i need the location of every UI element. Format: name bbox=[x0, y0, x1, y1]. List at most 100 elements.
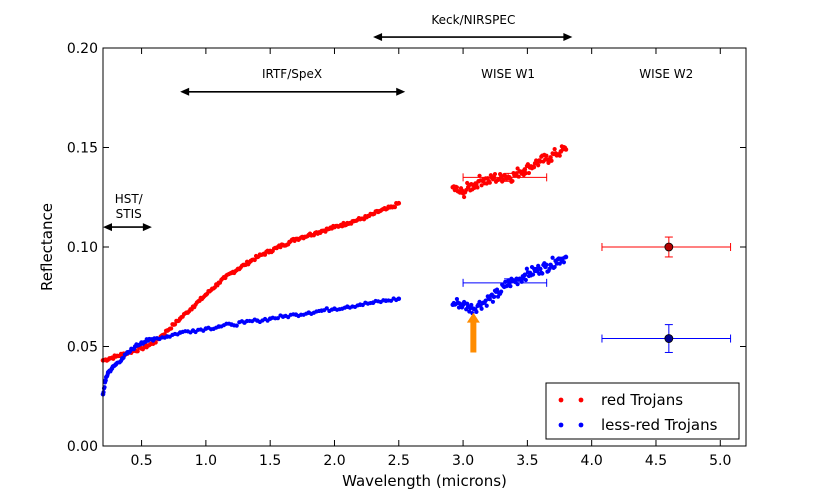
y-tick-label: 0.00 bbox=[67, 439, 98, 455]
data-point-red-fill bbox=[510, 178, 515, 184]
data-point-red-fill bbox=[135, 349, 140, 354]
annotation-label-keck-nirspec: Keck/NIRSPEC bbox=[431, 13, 515, 27]
data-point-red-fill bbox=[549, 158, 554, 163]
data-point-blue-fill bbox=[469, 302, 474, 308]
data-point-red-fill bbox=[392, 205, 398, 210]
range-arrowhead-left-irtf-spex bbox=[180, 87, 190, 96]
error-bars-layer bbox=[462, 172, 732, 353]
data-point-red-fill bbox=[462, 194, 467, 200]
range-arrowhead-right-hst-stis bbox=[142, 223, 152, 232]
data-layer bbox=[100, 144, 569, 397]
annotation-label-hst-stis: HST/ bbox=[115, 192, 144, 206]
legend-label-less-red-trojans: less-red Trojans bbox=[601, 416, 718, 434]
data-point-blue-fill bbox=[499, 289, 504, 294]
data-point-blue bbox=[396, 296, 402, 302]
data-point-red-fill bbox=[523, 171, 528, 176]
data-point-red-fill bbox=[172, 322, 178, 327]
data-point-red-fill bbox=[479, 183, 484, 188]
data-point-red-fill bbox=[516, 174, 521, 179]
annotation-label-irtf-spex: IRTF/SpeX bbox=[262, 67, 322, 81]
data-point-blue-fill bbox=[479, 306, 484, 311]
x-tick-label: 2.0 bbox=[323, 453, 345, 469]
data-point-red bbox=[548, 155, 553, 160]
data-point-red bbox=[563, 147, 569, 152]
y-axis-label: Reflectance bbox=[38, 203, 56, 291]
data-point-blue-fill bbox=[508, 283, 513, 289]
data-point-red-fill bbox=[252, 257, 257, 263]
legend-label-red-trojans: red Trojans bbox=[601, 391, 683, 409]
data-point-red-fill bbox=[557, 153, 562, 158]
data-point-red-fill bbox=[544, 153, 549, 158]
range-arrowhead-right-irtf-spex bbox=[396, 87, 406, 96]
legend-marker-blue-2 bbox=[578, 422, 584, 428]
data-point-blue-fill bbox=[550, 255, 555, 260]
data-point-blue bbox=[537, 266, 543, 272]
legend-marker-red-2 bbox=[578, 397, 584, 403]
data-point-blue bbox=[563, 254, 569, 260]
data-point-blue bbox=[491, 294, 497, 300]
data-point-blue bbox=[103, 378, 108, 383]
data-point-blue-fill bbox=[530, 272, 536, 277]
data-point-blue-fill bbox=[101, 390, 106, 395]
data-point-blue-fill bbox=[554, 261, 559, 266]
y-tick-label: 0.20 bbox=[67, 41, 98, 57]
data-point-blue-fill bbox=[552, 264, 557, 270]
data-point-blue-fill bbox=[544, 262, 549, 267]
data-point-blue bbox=[522, 272, 528, 278]
data-point-blue-fill bbox=[487, 297, 492, 302]
data-point-red-fill bbox=[536, 163, 541, 168]
data-point-blue-fill bbox=[275, 316, 280, 321]
data-point-red-fill bbox=[526, 170, 532, 176]
data-point-blue-fill bbox=[524, 266, 529, 271]
y-tick-label: 0.05 bbox=[67, 340, 98, 356]
data-point-blue-fill bbox=[561, 260, 567, 265]
x-tick-label: 1.0 bbox=[195, 453, 217, 469]
data-point-red-fill bbox=[552, 146, 557, 152]
data-point-blue-fill bbox=[523, 277, 528, 283]
x-tick-label: 3.5 bbox=[516, 453, 538, 469]
x-tick-label: 5.0 bbox=[709, 453, 731, 469]
errorbar-marker-blue-w2 bbox=[664, 334, 674, 343]
data-point-red bbox=[522, 167, 528, 172]
data-point-red-fill bbox=[487, 180, 492, 185]
data-point-red bbox=[537, 159, 543, 164]
data-point-blue-fill bbox=[467, 309, 472, 314]
data-point-blue-fill bbox=[454, 296, 460, 302]
data-point-blue-fill bbox=[121, 355, 126, 360]
x-tick-label: 1.5 bbox=[259, 453, 281, 469]
data-point-red-fill bbox=[169, 326, 174, 331]
x-tick-label: 4.0 bbox=[581, 453, 603, 469]
annotations-layer: HST/STIS IRTF/SpeX Keck/NIRSPEC WISE W1 WISE… bbox=[103, 13, 693, 353]
data-point-blue-fill bbox=[484, 303, 489, 308]
data-point-blue-fill bbox=[234, 323, 239, 328]
data-point-blue-fill bbox=[474, 309, 479, 314]
data-point-red-fill bbox=[454, 185, 460, 190]
orange-arrow-marker bbox=[466, 312, 480, 353]
x-tick-label: 2.5 bbox=[388, 453, 410, 469]
data-point-blue-fill bbox=[324, 306, 329, 311]
x-tick-label: 3.0 bbox=[452, 453, 474, 469]
errorbar-marker-red-w2 bbox=[664, 242, 674, 252]
annotation-label-wise-w1: WISE W1 bbox=[481, 67, 535, 81]
data-point-blue-fill bbox=[490, 299, 496, 304]
data-point-red-fill bbox=[531, 165, 537, 170]
y-tick-label: 0.10 bbox=[67, 240, 98, 256]
data-point-red bbox=[396, 200, 402, 206]
y-tick-label: 0.15 bbox=[67, 141, 98, 157]
x-tick-label: 0.5 bbox=[130, 453, 152, 469]
data-point-red-fill bbox=[492, 171, 498, 177]
annotation-label-wise-w2: WISE W2 bbox=[639, 67, 693, 81]
data-point-blue-fill bbox=[494, 287, 500, 292]
legend-marker-red-1 bbox=[558, 397, 564, 403]
data-point-red-fill bbox=[475, 185, 480, 190]
axes-layer: 0.5 1.0 1.5 2.0 2.5 3.0 3.5 4.0 4.5 5.0 0.00 0.05 0.… bbox=[67, 41, 746, 469]
range-arrowhead-right-keck-nirspec bbox=[563, 33, 573, 42]
annotation-label-hst-stis: STIS bbox=[116, 207, 142, 221]
range-arrowhead-left-hst-stis bbox=[103, 223, 112, 232]
data-point-blue-fill bbox=[540, 271, 545, 276]
range-arrowhead-left-keck-nirspec bbox=[373, 33, 383, 42]
legend-box bbox=[545, 382, 740, 440]
x-tick-label: 4.5 bbox=[645, 453, 667, 469]
legend-marker-blue-1 bbox=[558, 422, 564, 428]
